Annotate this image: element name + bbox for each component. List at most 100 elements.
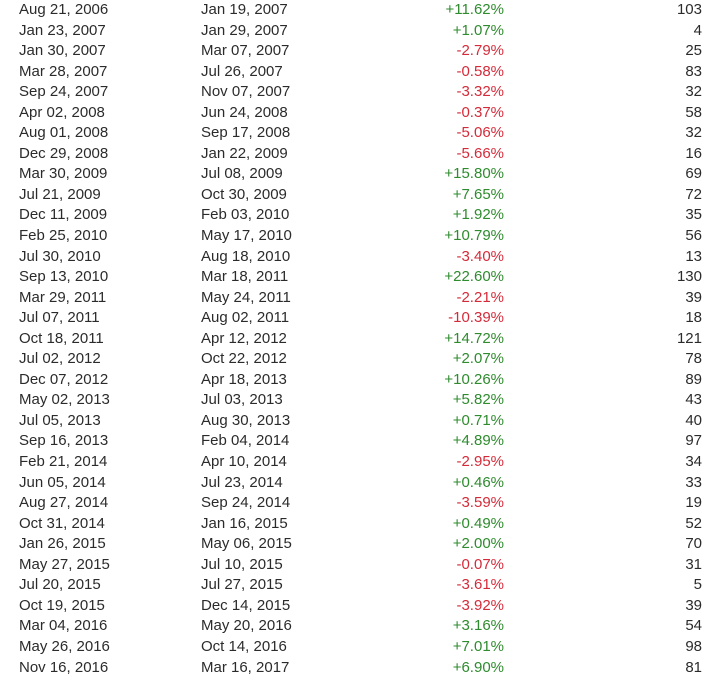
days-cell: 4 — [693, 21, 702, 39]
table-row: Jun 05, 2014 Jul 23, 2014 +0.46% 33 — [0, 473, 719, 494]
return-cell: -5.66% — [456, 144, 504, 162]
exit-date-cell: May 24, 2011 — [201, 288, 291, 306]
exit-date-cell: Oct 30, 2009 — [201, 185, 287, 203]
days-cell: 130 — [676, 268, 702, 286]
exit-date-cell: Apr 18, 2013 — [201, 370, 287, 388]
entry-date-cell: May 27, 2015 — [19, 555, 110, 573]
table-row: Mar 28, 2007 Jul 26, 2007 -0.58% 83 — [0, 62, 719, 83]
table-row: Feb 25, 2010 May 17, 2010 +10.79% 56 — [0, 226, 719, 247]
return-cell: -0.07% — [456, 555, 504, 573]
return-cell: +0.46% — [452, 473, 504, 491]
table-row: May 27, 2015 Jul 10, 2015 -0.07% 31 — [0, 555, 719, 576]
days-cell: 43 — [685, 391, 702, 409]
return-cell: -2.79% — [456, 42, 504, 60]
table-row: Sep 13, 2010 Mar 18, 2011 +22.60% 130 — [0, 267, 719, 288]
table-row: Oct 19, 2015 Dec 14, 2015 -3.92% 39 — [0, 596, 719, 617]
return-cell: +0.71% — [452, 411, 504, 429]
days-cell: 5 — [693, 576, 702, 594]
entry-date-cell: May 26, 2016 — [19, 637, 110, 655]
table-row: May 26, 2016 Oct 14, 2016 +7.01% 98 — [0, 637, 719, 658]
entry-date-cell: Aug 21, 2006 — [19, 1, 109, 18]
exit-date-cell: Feb 03, 2010 — [201, 206, 290, 224]
days-cell: 56 — [685, 227, 702, 245]
entry-date-cell: Oct 19, 2015 — [19, 596, 105, 614]
entry-date-cell: Mar 28, 2007 — [19, 62, 108, 80]
days-cell: 34 — [685, 453, 702, 471]
entry-date-cell: Jun 05, 2014 — [19, 473, 106, 491]
table-row: Apr 02, 2008 Jun 24, 2008 -0.37% 58 — [0, 103, 719, 124]
exit-date-cell: May 17, 2010 — [201, 227, 292, 245]
return-cell: +1.07% — [452, 21, 504, 39]
return-cell: -3.40% — [456, 247, 504, 265]
entry-date-cell: Jan 30, 2007 — [19, 42, 106, 60]
return-cell: -0.58% — [456, 62, 504, 80]
days-cell: 13 — [685, 247, 702, 265]
entry-date-cell: Sep 13, 2010 — [19, 268, 109, 286]
return-cell: +7.01% — [452, 637, 504, 655]
days-cell: 25 — [685, 42, 702, 60]
table-row: Jan 26, 2015 May 06, 2015 +2.00% 70 — [0, 534, 719, 555]
table-row: Jul 07, 2011 Aug 02, 2011 -10.39% 18 — [0, 308, 719, 329]
exit-date-cell: Oct 14, 2016 — [201, 637, 287, 655]
entry-date-cell: Jan 26, 2015 — [19, 535, 106, 553]
return-cell: +2.07% — [452, 350, 504, 368]
exit-date-cell: May 20, 2016 — [201, 617, 292, 635]
exit-date-cell: Apr 10, 2014 — [201, 453, 287, 471]
return-cell: +15.80% — [444, 165, 504, 183]
exit-date-cell: Jan 16, 2015 — [201, 514, 288, 532]
days-cell: 89 — [685, 370, 702, 388]
entry-date-cell: Jul 02, 2012 — [19, 350, 101, 368]
exit-date-cell: Jan 29, 2007 — [201, 21, 288, 39]
table-row: Mar 04, 2016 May 20, 2016 +3.16% 54 — [0, 616, 719, 637]
days-cell: 52 — [685, 514, 702, 532]
return-cell: +2.00% — [452, 535, 504, 553]
return-cell: +0.49% — [452, 514, 504, 532]
days-cell: 98 — [685, 637, 702, 655]
exit-date-cell: Feb 04, 2014 — [201, 432, 290, 450]
exit-date-cell: Jul 23, 2014 — [201, 473, 283, 491]
entry-date-cell: Aug 01, 2008 — [19, 124, 109, 142]
entry-date-cell: Dec 11, 2009 — [19, 206, 108, 224]
exit-date-cell: Jun 24, 2008 — [201, 103, 288, 121]
table-row: Jan 23, 2007 Jan 29, 2007 +1.07% 4 — [0, 21, 719, 42]
table-row: Oct 18, 2011 Apr 12, 2012 +14.72% 121 — [0, 329, 719, 350]
exit-date-cell: Jul 26, 2007 — [201, 62, 283, 80]
days-cell: 103 — [676, 1, 702, 18]
return-cell: +11.62% — [445, 1, 504, 18]
exit-date-cell: Dec 14, 2015 — [201, 596, 291, 614]
entry-date-cell: Mar 29, 2011 — [19, 288, 107, 306]
entry-date-cell: Jul 20, 2015 — [19, 576, 101, 594]
entry-date-cell: Aug 27, 2014 — [19, 494, 109, 512]
table-row: Oct 31, 2014 Jan 16, 2015 +0.49% 52 — [0, 514, 719, 535]
days-cell: 35 — [685, 206, 702, 224]
days-cell: 54 — [685, 617, 702, 635]
days-cell: 39 — [685, 596, 702, 614]
return-cell: +6.90% — [452, 658, 504, 676]
days-cell: 31 — [685, 555, 702, 573]
table-row: Jul 30, 2010 Aug 18, 2010 -3.40% 13 — [0, 247, 719, 268]
days-cell: 72 — [685, 185, 702, 203]
days-cell: 32 — [685, 83, 702, 101]
return-cell: +3.16% — [452, 617, 504, 635]
table-row: Dec 29, 2008 Jan 22, 2009 -5.66% 16 — [0, 144, 719, 165]
days-cell: 58 — [685, 103, 702, 121]
days-cell: 69 — [685, 165, 702, 183]
exit-date-cell: Jul 27, 2015 — [201, 576, 283, 594]
table-row: Aug 01, 2008 Sep 17, 2008 -5.06% 32 — [0, 123, 719, 144]
exit-date-cell: Nov 07, 2007 — [201, 83, 291, 101]
table-row: Aug 27, 2014 Sep 24, 2014 -3.59% 19 — [0, 493, 719, 514]
table-row: Sep 24, 2007 Nov 07, 2007 -3.32% 32 — [0, 82, 719, 103]
table-row: Aug 21, 2006 Jan 19, 2007 +11.62% 103 — [0, 0, 719, 21]
exit-date-cell: Mar 16, 2017 — [201, 658, 290, 676]
days-cell: 32 — [685, 124, 702, 142]
days-cell: 18 — [685, 309, 702, 327]
entry-date-cell: Dec 07, 2012 — [19, 370, 109, 388]
entry-date-cell: Feb 21, 2014 — [19, 453, 108, 471]
entry-date-cell: Jul 07, 2011 — [19, 309, 100, 327]
entry-date-cell: Sep 16, 2013 — [19, 432, 109, 450]
entry-date-cell: Nov 16, 2016 — [19, 658, 109, 676]
return-cell: +10.79% — [444, 227, 504, 245]
exit-date-cell: Aug 30, 2013 — [201, 411, 291, 429]
return-cell: -0.37% — [456, 103, 504, 121]
days-cell: 16 — [685, 144, 702, 162]
